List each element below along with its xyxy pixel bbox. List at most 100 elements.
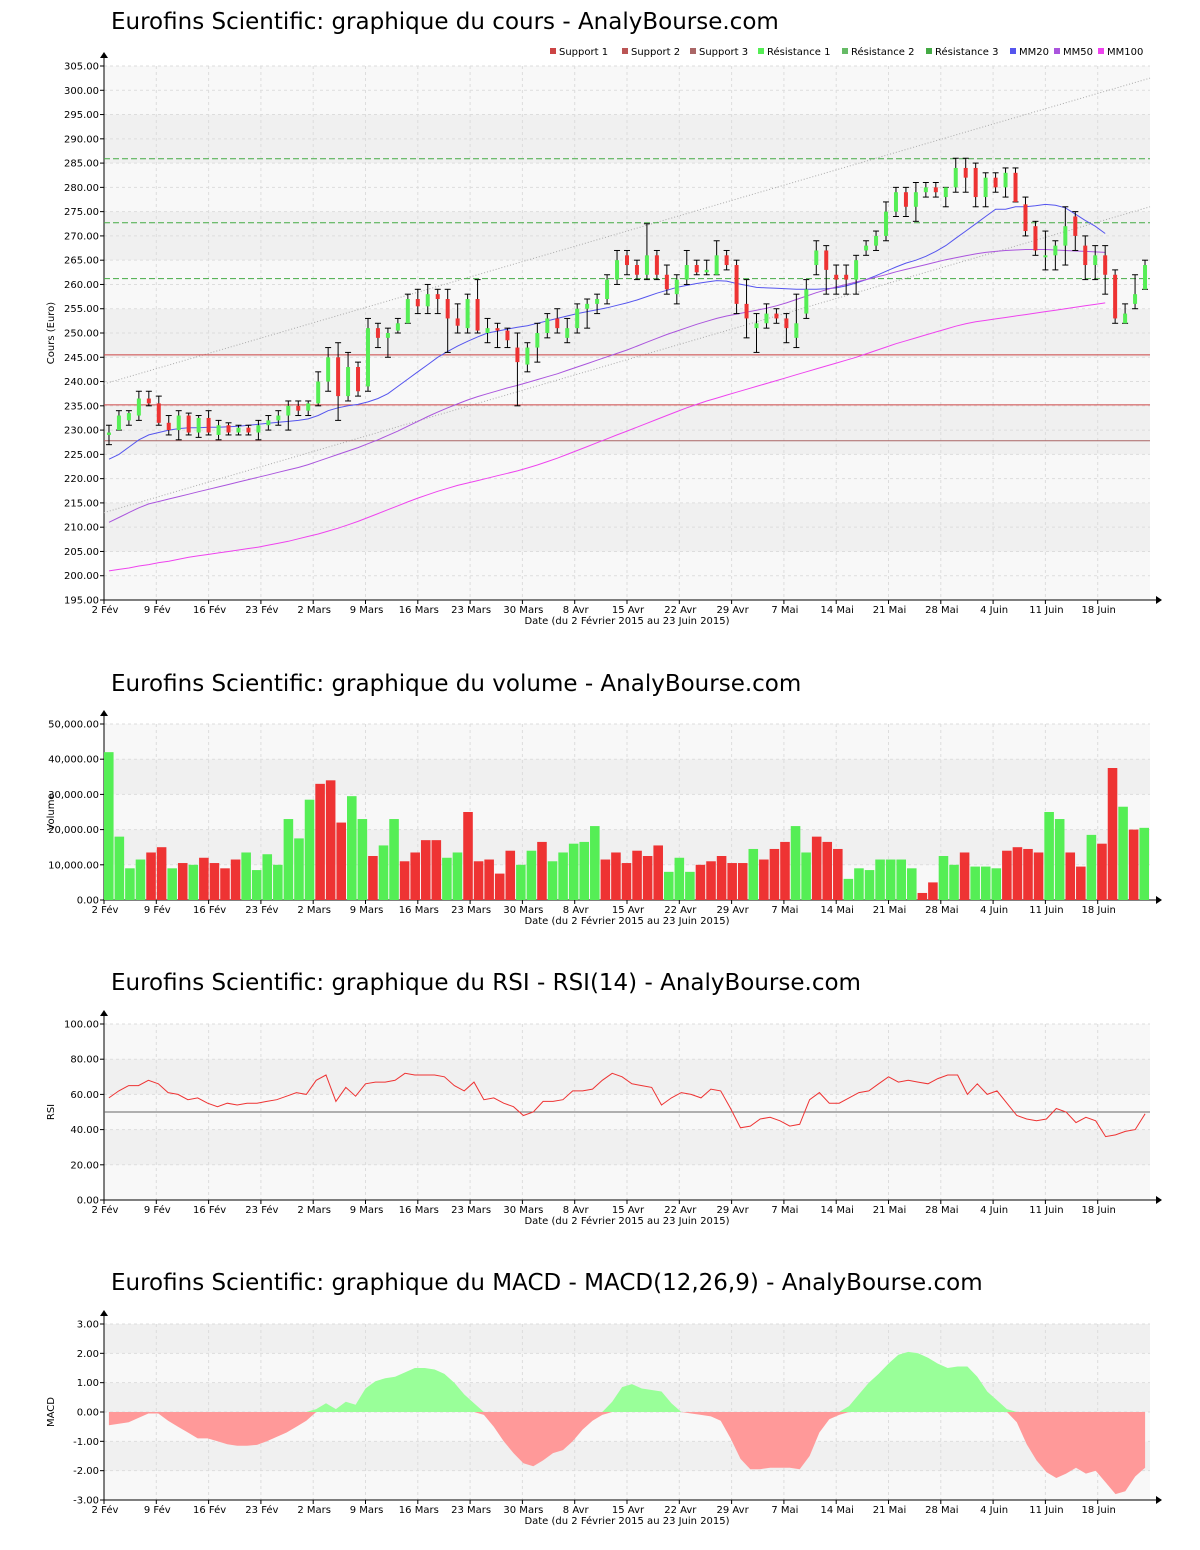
volume-ytick-label: 40,000.00 [48,755,99,766]
volume-xtick-label: 2 Fév [92,904,119,916]
macd-xtick-label: 16 Mars [399,1505,439,1516]
rsi-ytick-label: 40.00 [70,1125,99,1136]
volume-bar [537,841,547,900]
volume-bar [558,852,568,900]
volume-bar [431,840,442,900]
rsi-xtick-label: 11 Juin [1029,1205,1063,1216]
legend-item-label: MM20 [1019,47,1049,58]
price-ytick-label: 245.00 [64,353,99,364]
volume-bar [801,852,811,900]
price-xtick-label: 14 Mai [820,605,853,616]
candle-body [1003,172,1008,188]
candle-body [953,167,958,188]
legend-item-label: MM100 [1107,47,1143,58]
volume-bar [410,852,420,900]
candle-body [136,398,141,416]
candle-body [575,308,580,329]
legend-swatch [1054,48,1060,54]
volume-bar [706,861,716,900]
price-ytick-label: 265.00 [64,256,99,267]
volume-xtick-label: 30 Mars [503,905,543,916]
volume-xtick-label: 22 Avr [664,905,697,916]
candle-body [694,265,699,273]
volume-bar [600,859,611,900]
volume-bar [896,859,906,900]
volume-bar [917,892,928,900]
volume-xtick-label: 9 Fév [144,904,171,916]
volume-bar [674,857,685,900]
candle-body [794,323,799,338]
candle-body [415,299,420,307]
legend-item-label: Résistance 1 [767,46,830,58]
price-y-axis-arrow [100,52,108,58]
macd-ytick-label: 3.00 [77,1320,99,1331]
candle-body [126,413,131,421]
legend-item-label: Support 1 [559,47,608,58]
price-ytick-label: 270.00 [64,231,99,242]
macd-ytick-label: 2.00 [77,1349,99,1360]
candle-body [1123,313,1128,324]
candle-body [116,415,121,431]
candle-body [256,425,261,433]
volume-bar [188,864,199,900]
volume-xtick-label: 9 Mars [350,905,384,916]
volume-bar [125,868,135,900]
candle-body [525,347,530,365]
rsi-band [104,1024,1150,1060]
volume-bar [177,863,188,900]
candle-body [365,328,370,387]
volume-bar [727,863,737,900]
macd-xtick-label: 18 Juin [1082,1505,1116,1516]
price-x-axis-label: Date (du 2 Février 2015 au 23 Juin 2015) [524,615,729,627]
rsi-x-axis-label: Date (du 2 Février 2015 au 23 Juin 2015) [524,1215,729,1227]
volume-bar [938,856,949,900]
volume-bar [1076,866,1086,900]
price-ytick-label: 280.00 [64,183,99,194]
rsi-line [108,1072,1146,1138]
volume-xtick-label: 11 Juin [1029,905,1063,916]
candle-body [744,303,749,319]
candle-body [316,381,321,404]
macd-xtick-label: 2 Mars [297,1505,331,1516]
candle-body [764,313,769,324]
volume-xtick-label: 16 Mars [399,905,439,916]
rsi-y-axis-label: RSI [46,1104,57,1120]
price-ytick-label: 210.00 [64,523,99,534]
price-ytick-label: 225.00 [64,450,99,461]
volume-bar [452,852,463,900]
volume-bar [1054,819,1065,900]
macd-ytick-label: 1.00 [77,1378,99,1389]
candle-body [425,294,430,307]
volume-y-axis-label: Volume [46,793,57,830]
volume-bar [780,841,790,900]
legend-item-label: Résistance 3 [935,46,998,58]
candle-body [286,405,291,416]
price-ytick-label: 295.00 [64,110,99,121]
volume-bar [843,878,854,900]
rsi-xtick-label: 29 Avr [717,1205,750,1216]
volume-bar [833,848,843,900]
volume-bar [1044,812,1054,900]
macd-y-axis-arrow [100,1310,108,1316]
candle-body [913,192,918,207]
price-ytick-label: 230.00 [64,426,99,437]
volume-bar [695,864,706,900]
candle-body [465,299,470,329]
volume-bar [273,864,283,900]
candle-body [405,299,410,324]
rsi-xtick-label: 16 Fév [193,1204,226,1216]
volume-bar [1065,852,1076,900]
candle-body [535,333,540,348]
macd-negative-area [108,1412,1146,1495]
candle-body [834,274,839,280]
legend-swatch [1010,48,1016,54]
volume-bar [632,850,642,900]
rsi-xtick-label: 14 Mai [820,1205,853,1216]
volume-bar [547,861,558,900]
volume-y-axis-arrow [100,710,108,716]
macd-xtick-label: 9 Mars [350,1505,384,1516]
candle-body [186,415,191,433]
price-xtick-label: 8 Avr [563,605,590,616]
candle-body [455,318,460,326]
volume-bar [590,826,600,900]
